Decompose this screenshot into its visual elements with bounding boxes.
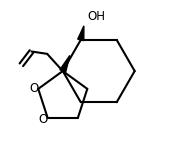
Polygon shape	[78, 26, 84, 41]
Text: O: O	[29, 82, 38, 95]
Text: OH: OH	[88, 11, 106, 24]
Polygon shape	[60, 55, 70, 72]
Text: O: O	[38, 113, 48, 126]
